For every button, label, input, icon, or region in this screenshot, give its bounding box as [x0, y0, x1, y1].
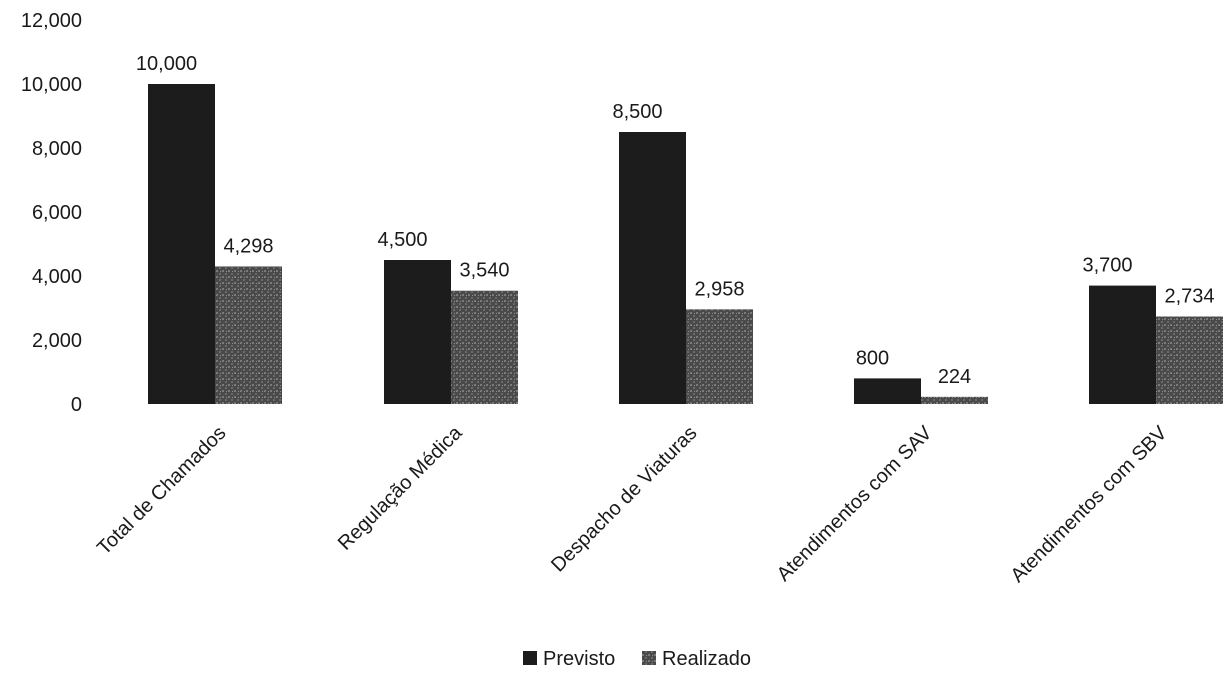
bar-previsto: [1089, 285, 1156, 404]
data-label-previsto: 3,700: [1082, 255, 1132, 277]
data-label-realizado: 4,298: [223, 235, 273, 257]
bar-previsto: [384, 260, 451, 404]
bar-previsto: [148, 84, 215, 404]
bar-realizado: [1156, 316, 1223, 404]
data-label-realizado: 3,540: [459, 260, 509, 282]
data-label-realizado: 2,958: [694, 278, 744, 300]
data-label-previsto: 4,500: [377, 229, 427, 251]
y-tick-label: 8,000: [32, 138, 82, 160]
legend: Previsto Realizado: [523, 648, 751, 670]
data-label-previsto: 800: [856, 347, 889, 369]
legend-swatch-realizado: [642, 651, 656, 665]
x-category-label: Atendimentos com SBV: [1007, 422, 1172, 587]
y-tick-label: 6,000: [32, 202, 82, 224]
legend-label-realizado: Realizado: [662, 648, 751, 670]
data-label-realizado: 2,734: [1164, 286, 1214, 308]
data-labels: 10,000 4,298 4,500 3,540 8,500 2,958 800 224 3,7…: [136, 53, 1215, 388]
bar-realizado: [215, 266, 282, 404]
y-tick-label: 10,000: [21, 74, 82, 96]
bar-previsto: [854, 378, 921, 404]
bar-realizado: [686, 309, 753, 404]
bar-realizado: [921, 396, 988, 404]
x-category-label: Regulação Médica: [334, 421, 467, 554]
y-tick-label: 12,000: [21, 10, 82, 32]
data-label-previsto: 8,500: [612, 101, 662, 123]
data-label-realizado: 224: [938, 366, 971, 388]
x-category-label: Atendimentos com SAV: [773, 422, 937, 586]
x-category-label: Total de Chamados: [93, 422, 230, 559]
y-axis-ticks: 0 2,000 4,000 6,000 8,000 10,000 12,000: [21, 10, 82, 416]
x-axis-category-labels: Total de Chamados Regulação Médica Despach…: [93, 421, 1172, 587]
bars: [148, 84, 1223, 404]
y-tick-label: 4,000: [32, 266, 82, 288]
y-tick-label: 0: [71, 394, 82, 416]
bar-realizado: [451, 290, 518, 404]
data-label-previsto: 10,000: [136, 53, 197, 75]
legend-label-previsto: Previsto: [543, 648, 615, 670]
x-category-label: Despacho de Viaturas: [547, 422, 701, 576]
bar-previsto: [619, 132, 686, 404]
legend-swatch-previsto: [523, 651, 537, 665]
y-tick-label: 2,000: [32, 330, 82, 352]
